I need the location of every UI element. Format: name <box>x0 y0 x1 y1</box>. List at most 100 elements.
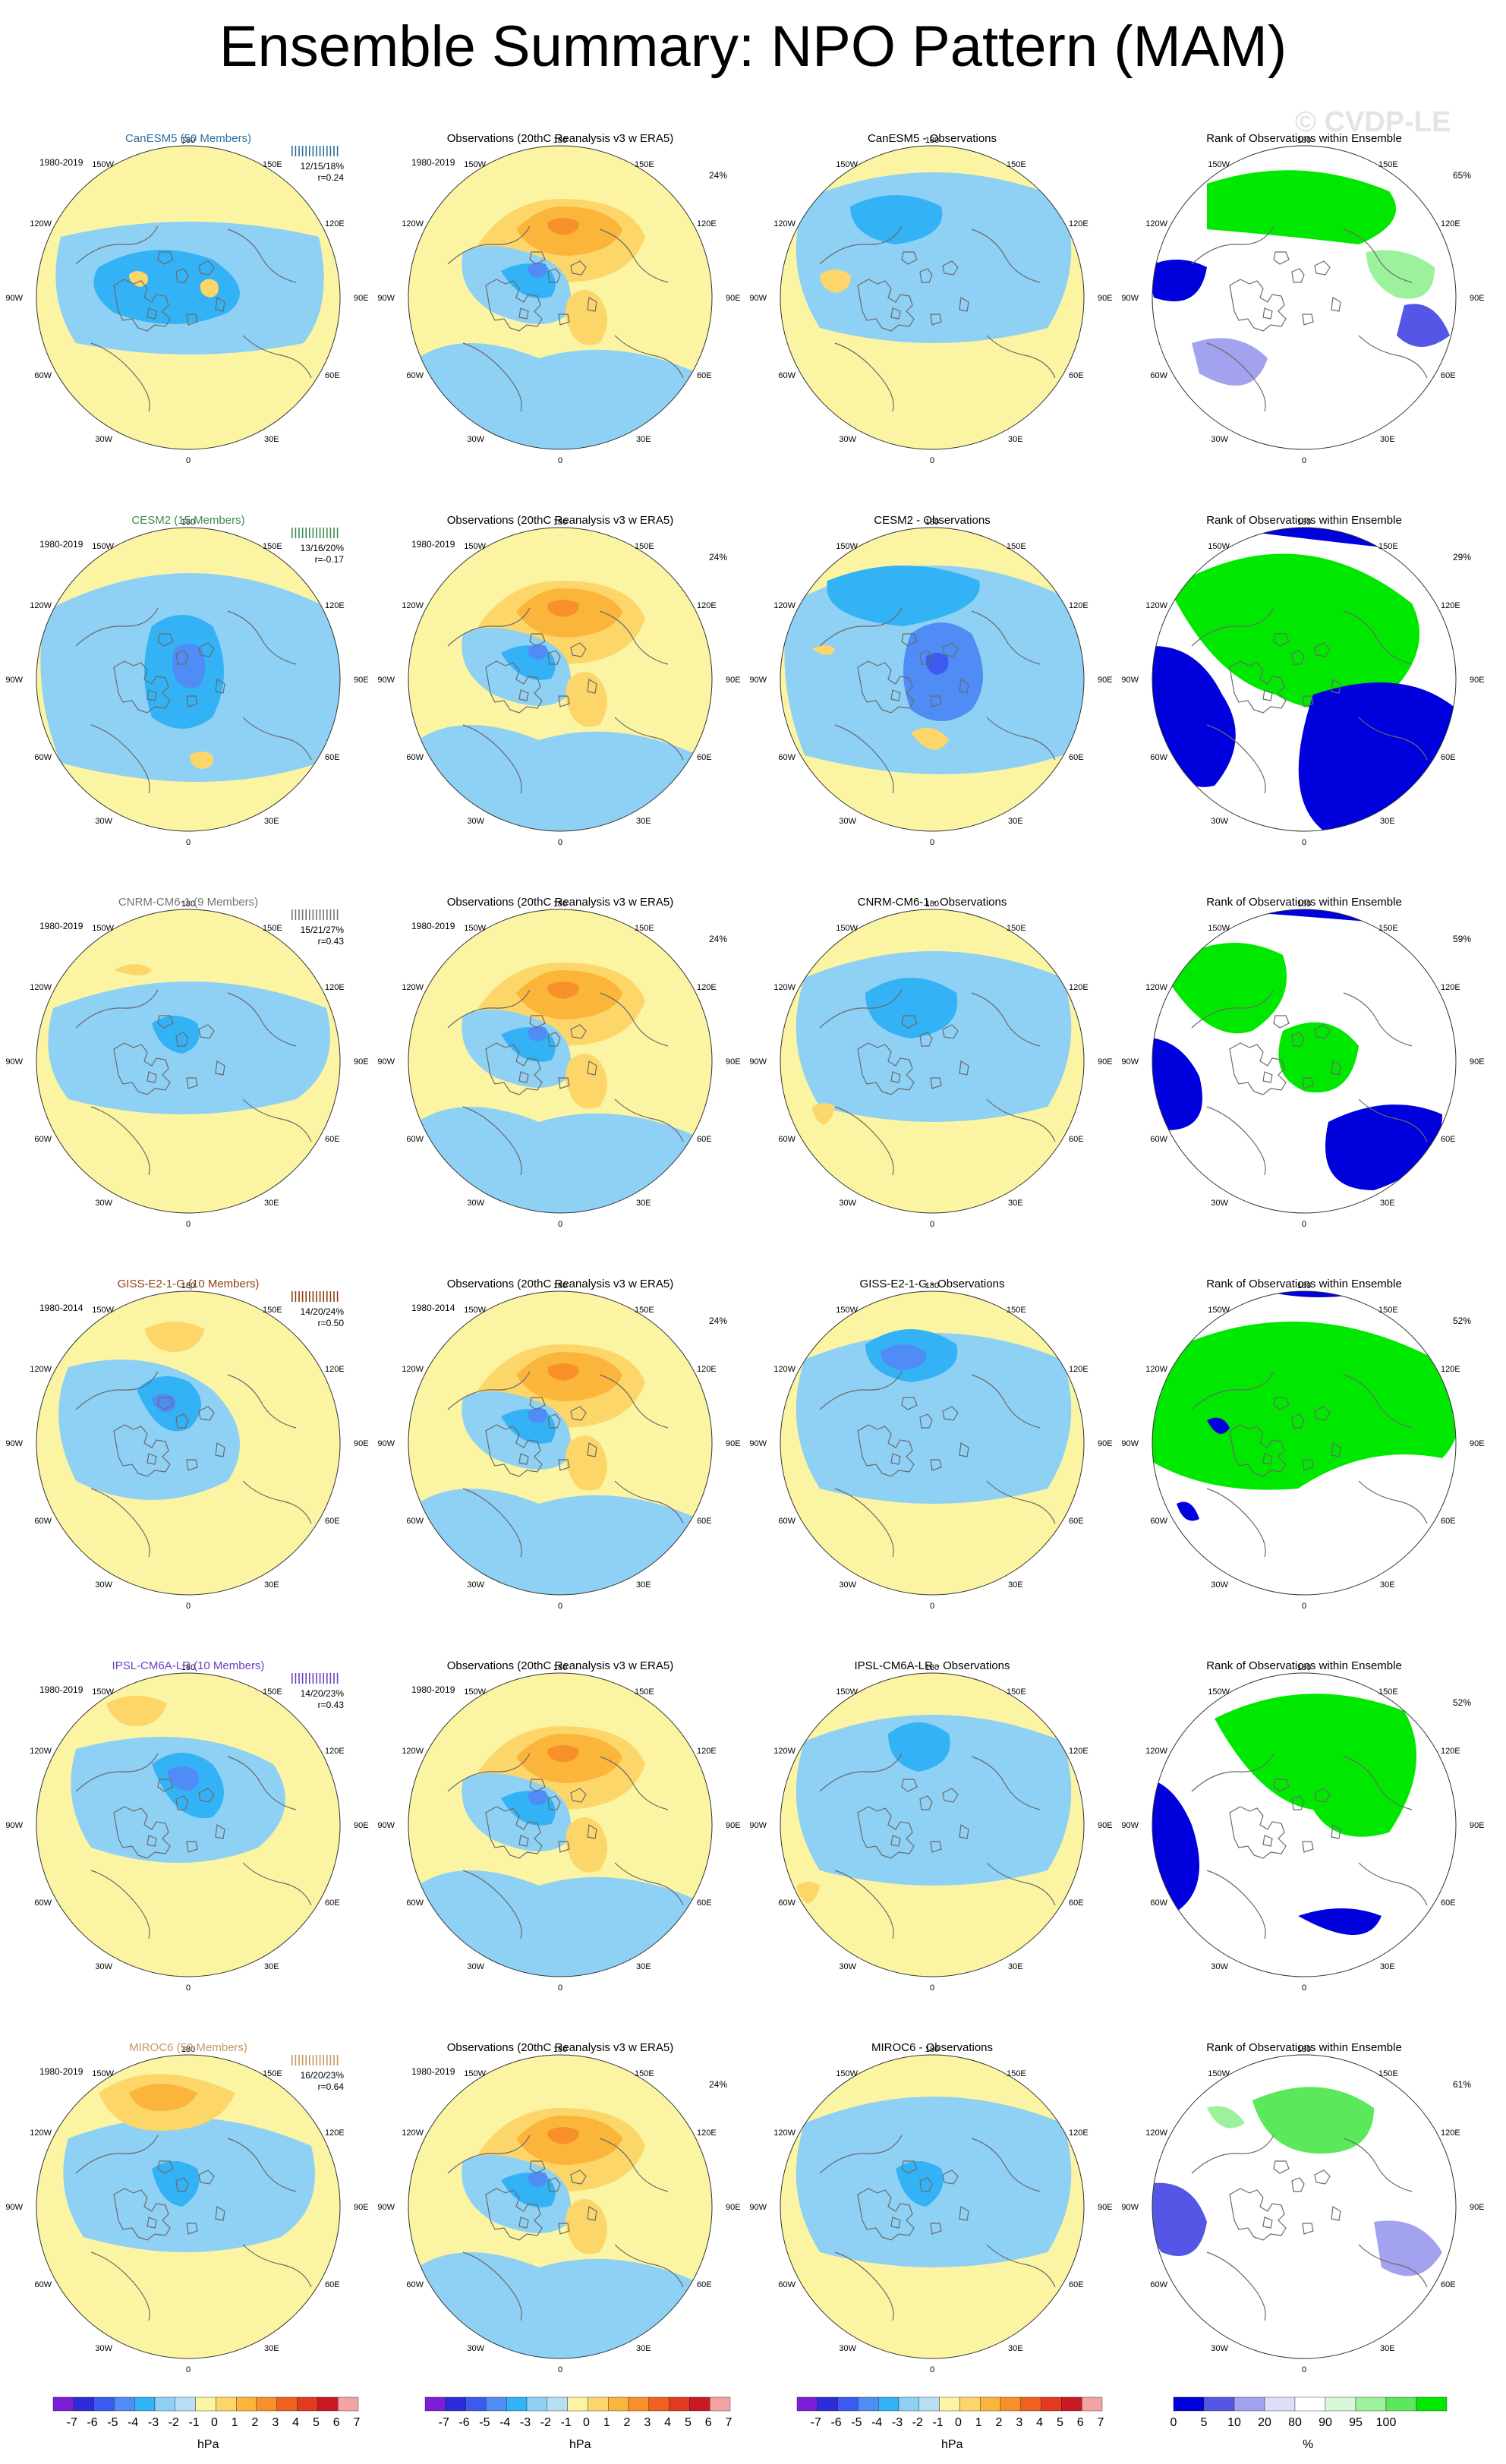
colorbar-swatch <box>486 2396 507 2412</box>
longitude-label: 180 <box>553 518 567 527</box>
ensemble-stats: 16/20/23% r=0.64 <box>282 2070 344 2093</box>
member-tick <box>329 1291 332 1302</box>
longitude-label: 60W <box>1150 1517 1167 1526</box>
longitude-label: 60E <box>1441 753 1456 762</box>
longitude-label: 30W <box>839 2344 856 2353</box>
member-tick <box>291 909 293 920</box>
longitude-label: 150E <box>635 1306 654 1315</box>
pattern-correlation: r=-0.17 <box>314 554 344 565</box>
member-tick <box>329 528 332 538</box>
colorbar-tick-label: -7 <box>811 2416 821 2429</box>
contour-region <box>865 978 958 1038</box>
member-tick <box>291 1291 293 1302</box>
member-tick <box>333 146 335 156</box>
longitude-label: 180 <box>1297 136 1311 145</box>
longitude-label: 150E <box>1007 160 1026 169</box>
member-tick <box>312 1673 314 1684</box>
longitude-label: 120W <box>773 2128 796 2138</box>
member-tick <box>326 1291 328 1302</box>
colorbar-tick-label: 100 <box>1376 2416 1397 2429</box>
colorbar-swatch <box>979 2396 1001 2412</box>
longitude-label: 0 <box>186 1602 191 1611</box>
longitude-label: 60W <box>406 2280 424 2289</box>
longitude-label: 60W <box>1150 753 1167 762</box>
longitude-label: 60W <box>1150 1135 1167 1144</box>
period-label: 1980-2019 <box>39 1684 83 1695</box>
longitude-label: 150W <box>92 542 114 551</box>
longitude-label: 180 <box>181 2045 195 2054</box>
member-tick <box>319 146 321 156</box>
longitude-label: 90E <box>354 1057 369 1067</box>
longitude-label: 0 <box>1302 838 1306 847</box>
ensemble-stats: 14/20/24% r=0.50 <box>282 1306 344 1329</box>
longitude-label: 90E <box>1470 1057 1485 1067</box>
spread-stats: 16/20/23% <box>300 2070 344 2081</box>
member-tick <box>326 146 328 156</box>
longitude-label: 60E <box>697 1898 712 1908</box>
polar-map: 180 0 90W 90E 150W 150E 120W 120E 60W 60E 30W 30E <box>1121 1281 1484 1611</box>
longitude-label: 120W <box>402 219 424 228</box>
longitude-label: 0 <box>558 838 562 847</box>
contour-region <box>547 600 579 617</box>
colorbar-tick-label: -1 <box>188 2416 199 2429</box>
member-tick <box>319 909 321 920</box>
polar-map: 180 0 90W 90E 150W 150E 120W 120E 60W 60E 30W 30E <box>749 1281 1112 1611</box>
colorbar-tick-label: 2 <box>624 2416 631 2429</box>
contour-region <box>190 751 213 769</box>
longitude-label: 150W <box>464 924 486 933</box>
colorbar-swatch <box>1000 2396 1021 2412</box>
longitude-label: 120E <box>1069 1365 1089 1374</box>
longitude-label: 180 <box>1297 900 1311 909</box>
longitude-label: 60W <box>34 371 52 380</box>
longitude-label: 0 <box>930 1220 934 1229</box>
longitude-label: 180 <box>1297 518 1311 527</box>
colorbar-swatch <box>567 2396 588 2412</box>
member-tick <box>298 1673 300 1684</box>
polar-map: 180 0 90W 90E 150W 150E 120W 120E 60W 60E 30W 30E <box>377 518 740 847</box>
longitude-label: 120W <box>402 601 424 610</box>
longitude-label: 60W <box>34 753 52 762</box>
longitude-label: 150E <box>1007 1687 1026 1697</box>
colorbar-tick-label: 5 <box>1201 2416 1208 2429</box>
colorbar-swatch <box>710 2396 731 2412</box>
rank-ticks <box>291 1291 339 1302</box>
longitude-label: 60W <box>406 371 424 380</box>
member-tick <box>312 146 314 156</box>
longitude-label: 120E <box>1069 983 1089 992</box>
colorbar-swatch <box>256 2396 277 2412</box>
colorbar-tick-label: 5 <box>685 2416 692 2429</box>
period-label: 1980-2019 <box>39 157 83 168</box>
panel-model-3: 180 0 90W 90E 150W 150E 120W 120E 60W 60E 30W 30E GI… <box>0 1261 376 1643</box>
colorbar-tick-label: -6 <box>458 2416 469 2429</box>
variance-explained: 24% <box>709 934 728 944</box>
member-tick <box>326 528 328 538</box>
longitude-label: 150W <box>1208 1687 1230 1697</box>
panel-title: IPSL-CM6A-LR (10 Members) <box>112 1659 265 1672</box>
colorbar-tick-label: -1 <box>560 2416 571 2429</box>
rank-percent: 29% <box>1453 552 1472 562</box>
member-tick <box>298 146 300 156</box>
colorbar-tick-label: -7 <box>67 2416 77 2429</box>
member-tick <box>309 2055 310 2065</box>
contour-region <box>1298 1908 1382 1935</box>
longitude-label: 120W <box>773 601 796 610</box>
longitude-label: 150E <box>635 160 654 169</box>
longitude-label: 0 <box>558 1983 562 1993</box>
panel-model-1: 180 0 90W 90E 150W 150E 120W 120E 60W 60E 30W 30E CE… <box>0 497 376 880</box>
longitude-label: 180 <box>181 518 195 527</box>
longitude-label: 150E <box>263 160 282 169</box>
colorbar-swatch <box>858 2396 879 2412</box>
polar-map: 180 0 90W 90E 150W 150E 120W 120E 60W 60E 30W 30E <box>5 518 368 847</box>
contour-region <box>820 269 851 293</box>
panel-rank-0: 180 0 90W 90E 150W 150E 120W 120E 60W 60E 30W 30E Ra… <box>1116 115 1492 498</box>
contour-region <box>1325 1104 1442 1190</box>
member-tick <box>323 528 324 538</box>
polar-map: 180 0 90W 90E 150W 150E 120W 120E 60W 60E 30W 30E <box>377 2045 740 2374</box>
longitude-label: 180 <box>925 900 939 909</box>
member-tick <box>298 528 300 538</box>
colorbar-swatch <box>317 2396 339 2412</box>
longitude-label: 90E <box>354 2203 369 2212</box>
longitude-label: 0 <box>930 2365 934 2374</box>
colorbar-swatch <box>195 2396 216 2412</box>
contour-region <box>1215 1694 1416 1837</box>
